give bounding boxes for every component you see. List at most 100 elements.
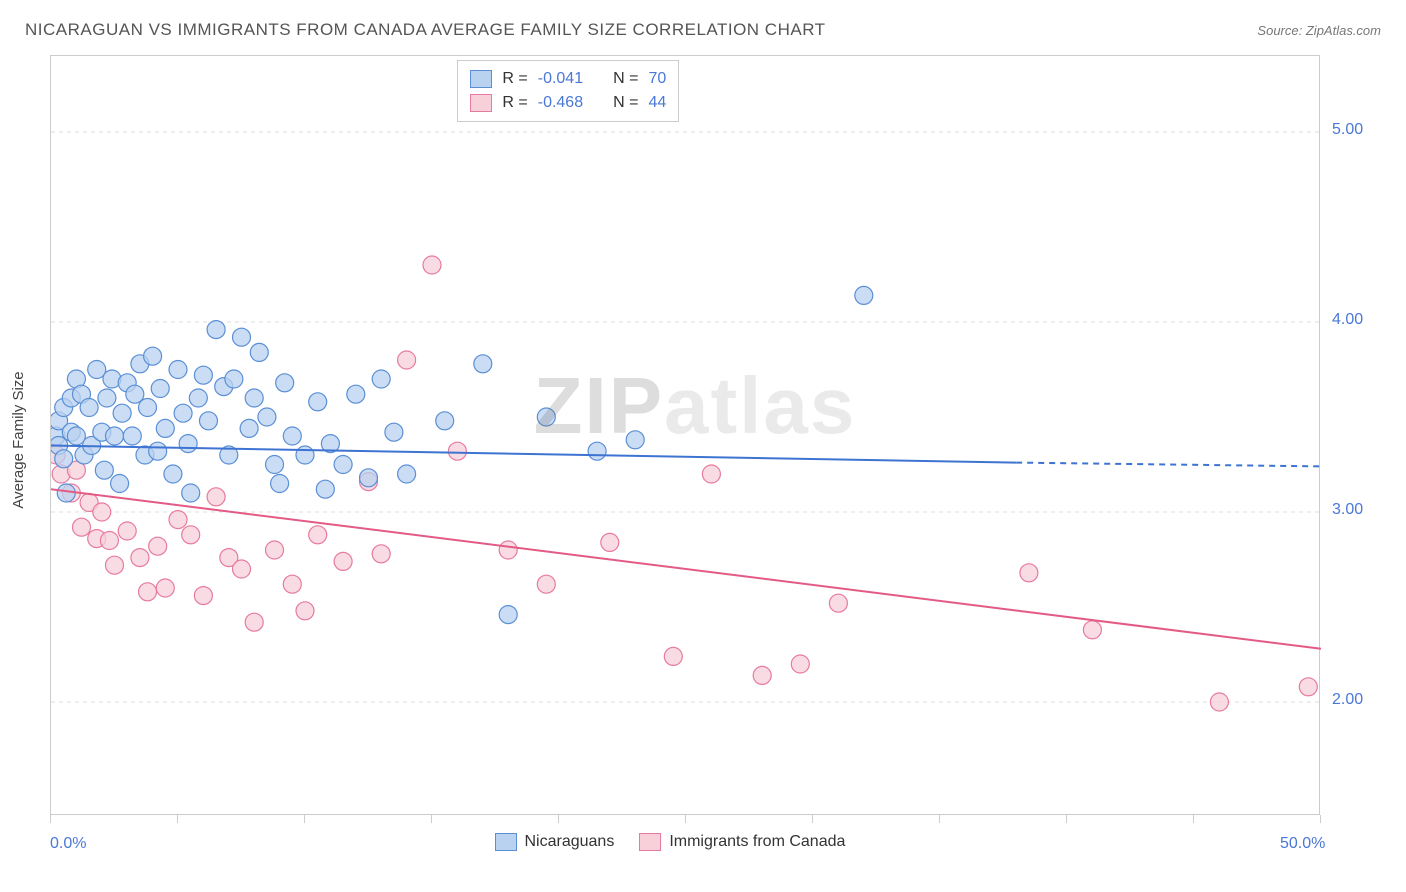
y-tick-label: 2.00 — [1332, 691, 1363, 709]
legend-item-b: Immigrants from Canada — [639, 833, 845, 851]
data-point — [245, 613, 263, 631]
data-point — [80, 399, 98, 417]
data-point — [106, 556, 124, 574]
data-point — [194, 587, 212, 605]
data-point — [149, 442, 167, 460]
data-point — [791, 655, 809, 673]
data-point — [139, 583, 157, 601]
data-point — [1083, 621, 1101, 639]
data-point — [131, 549, 149, 567]
data-point — [372, 545, 390, 563]
data-point — [118, 522, 136, 540]
data-point — [537, 575, 555, 593]
y-axis-label: Average Family Size — [10, 371, 27, 508]
data-point — [601, 533, 619, 551]
legend-stats-row-a: R = -0.041 N = 70 — [470, 67, 666, 91]
data-point — [398, 465, 416, 483]
data-point — [113, 404, 131, 422]
data-point — [283, 575, 301, 593]
data-point — [182, 526, 200, 544]
y-tick-label: 4.00 — [1332, 311, 1363, 329]
legend-stats-row-b: R = -0.468 N = 44 — [470, 91, 666, 115]
data-point — [309, 526, 327, 544]
data-point — [372, 370, 390, 388]
data-point — [266, 541, 284, 559]
chart-header: NICARAGUAN VS IMMIGRANTS FROM CANADA AVE… — [25, 20, 1381, 40]
data-point — [499, 541, 517, 559]
data-point — [179, 435, 197, 453]
data-point — [149, 537, 167, 555]
data-point — [169, 511, 187, 529]
data-point — [283, 427, 301, 445]
data-point — [95, 461, 113, 479]
data-point — [258, 408, 276, 426]
data-point — [98, 389, 116, 407]
data-point — [207, 488, 225, 506]
y-tick-label: 5.00 — [1332, 121, 1363, 139]
x-tick-label: 50.0% — [1280, 835, 1325, 853]
data-point — [385, 423, 403, 441]
data-point — [57, 484, 75, 502]
data-point — [829, 594, 847, 612]
x-tick-label: 0.0% — [50, 835, 86, 853]
data-point — [1210, 693, 1228, 711]
legend-label-a: Nicaraguans — [525, 833, 615, 851]
data-point — [250, 343, 268, 361]
data-point — [233, 328, 251, 346]
data-point — [855, 286, 873, 304]
data-point — [334, 552, 352, 570]
data-point — [702, 465, 720, 483]
data-point — [334, 456, 352, 474]
y-tick-label: 3.00 — [1332, 501, 1363, 519]
data-point — [753, 666, 771, 684]
data-point — [156, 579, 174, 597]
data-point — [316, 480, 334, 498]
data-point — [276, 374, 294, 392]
data-point — [139, 399, 157, 417]
data-point — [296, 602, 314, 620]
swatch-series-a — [470, 70, 492, 88]
data-point — [156, 419, 174, 437]
data-point — [1299, 678, 1317, 696]
data-point — [1020, 564, 1038, 582]
legend-bottom: Nicaraguans Immigrants from Canada — [495, 833, 846, 851]
data-point — [296, 446, 314, 464]
data-point — [174, 404, 192, 422]
source-credit: Source: ZipAtlas.com — [1257, 23, 1381, 38]
data-point — [347, 385, 365, 403]
data-point — [266, 456, 284, 474]
chart-title: NICARAGUAN VS IMMIGRANTS FROM CANADA AVE… — [25, 20, 826, 40]
data-point — [423, 256, 441, 274]
data-point — [225, 370, 243, 388]
data-point — [664, 647, 682, 665]
data-point — [233, 560, 251, 578]
data-point — [169, 361, 187, 379]
data-point — [182, 484, 200, 502]
data-point — [626, 431, 644, 449]
swatch-series-b — [470, 94, 492, 112]
data-point — [93, 503, 111, 521]
data-point — [72, 518, 90, 536]
data-point — [271, 475, 289, 493]
legend-stats-box: R = -0.041 N = 70 R = -0.468 N = 44 — [457, 60, 679, 122]
data-point — [106, 427, 124, 445]
data-point — [207, 321, 225, 339]
data-point — [164, 465, 182, 483]
data-point — [151, 380, 169, 398]
legend-label-b: Immigrants from Canada — [669, 833, 845, 851]
data-point — [588, 442, 606, 460]
swatch-series-b-bottom — [639, 833, 661, 851]
data-point — [123, 427, 141, 445]
data-point — [189, 389, 207, 407]
data-point — [245, 389, 263, 407]
data-point — [194, 366, 212, 384]
data-point — [240, 419, 258, 437]
data-point — [100, 532, 118, 550]
data-point — [398, 351, 416, 369]
data-point — [55, 450, 73, 468]
data-point — [499, 606, 517, 624]
data-point — [474, 355, 492, 373]
data-point — [309, 393, 327, 411]
data-point — [111, 475, 129, 493]
data-point — [448, 442, 466, 460]
